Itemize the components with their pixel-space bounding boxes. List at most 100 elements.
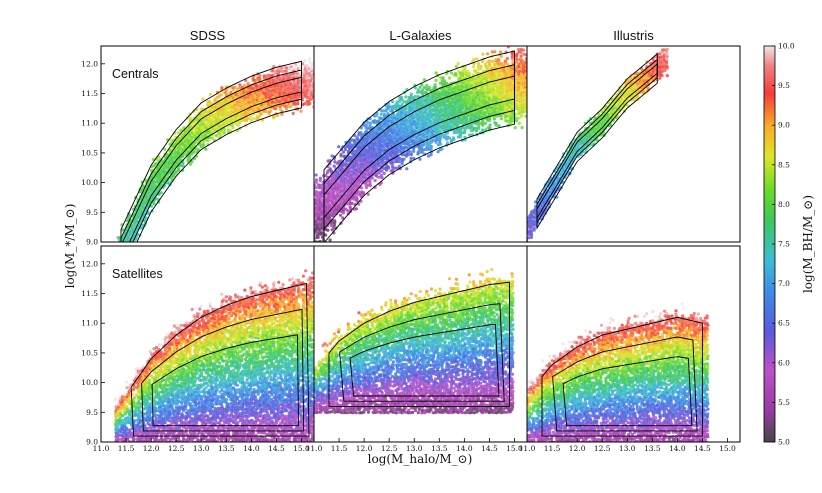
hexbin-cell [366, 140, 370, 144]
hexbin-cell [307, 57, 311, 61]
hexbin-cell [154, 416, 158, 420]
hexbin-cell [443, 112, 447, 116]
hexbin-cell [488, 105, 492, 109]
hexbin-cell [503, 69, 507, 74]
hexbin-cell [502, 64, 506, 68]
hexbin-cell [289, 81, 293, 85]
hexbin-cell [475, 129, 479, 133]
hexbin-cell [217, 93, 221, 97]
hexbin-cell [438, 117, 442, 121]
hexbin-cell [136, 383, 140, 387]
hexbin-cell [236, 123, 240, 127]
hexbin-cell [323, 185, 328, 189]
hexbin-cell [395, 138, 399, 142]
hexbin-cell [433, 85, 437, 89]
hexbin-cell [441, 76, 445, 80]
hexbin-cell [314, 218, 318, 223]
hexbin-cell [264, 91, 268, 95]
hexbin-cell [359, 131, 363, 135]
hexbin-cell [318, 200, 322, 204]
hexbin-cell [517, 64, 521, 69]
hexbin-cell [165, 152, 169, 156]
hexbin-cell [132, 436, 136, 440]
hexbin-cell [303, 80, 307, 84]
hexbin-cell [458, 93, 462, 97]
hexbin-cell [391, 150, 395, 154]
hexbin-cell [273, 86, 277, 90]
hexbin-cell [524, 60, 527, 64]
hexbin-cell [389, 143, 393, 147]
hexbin-cell [422, 148, 426, 152]
hexbin-cell [479, 67, 483, 71]
hexbin-cell [420, 83, 424, 87]
hexbin-cell [147, 404, 151, 409]
hexbin-cell [251, 109, 255, 113]
hexbin-cell [350, 174, 354, 178]
panel-centrals-sdss [116, 57, 314, 242]
hexbin-cell [422, 125, 426, 130]
hexbin-cell [420, 88, 424, 92]
hexbin-cell [226, 119, 230, 123]
hexbin-cell [150, 366, 154, 370]
hexbin-cell [391, 140, 396, 144]
hexbin-cell [134, 372, 138, 376]
hexbin-cell [350, 201, 354, 205]
hexbin-cell [399, 145, 404, 149]
hexbin-cell [465, 116, 469, 121]
hexbin-cell [610, 97, 615, 101]
hexbin-cell [179, 128, 183, 132]
hexbin-cell [366, 121, 370, 125]
hexbin-cell [185, 138, 189, 142]
hexbin-cell [481, 81, 485, 85]
hexbin-cell [155, 388, 159, 392]
hexbin-cell [206, 103, 210, 107]
hexbin-cell [628, 91, 632, 95]
hexbin-cell [665, 54, 669, 59]
hexbin-cell [341, 164, 345, 168]
hexbin-cell [476, 64, 480, 69]
hexbin-cell [182, 126, 186, 130]
hexbin-cell [152, 347, 156, 351]
hexbin-cell [400, 102, 404, 106]
hexbin-cell [522, 110, 526, 114]
hexbin-cell [332, 190, 336, 194]
hexbin-cell [294, 74, 298, 78]
hexbin-cell [305, 76, 309, 80]
hexbin-cell [529, 229, 534, 233]
hexbin-cell [143, 394, 147, 399]
hexbin-cell [503, 106, 508, 111]
hexbin-cell [386, 165, 390, 169]
hexbin-cell [332, 200, 336, 204]
hexbin-cell [145, 410, 150, 414]
hexbin-cell [431, 126, 435, 130]
hexbin-cell [488, 118, 492, 123]
hexbin-cell [368, 181, 372, 185]
hexbin-cell [483, 110, 488, 114]
hexbin-cell [136, 388, 140, 392]
hexbin-cell [520, 86, 524, 90]
hexbin-cell [387, 140, 391, 144]
hexbin-cell [147, 190, 151, 194]
hexbin-cell [192, 131, 197, 135]
hexbin-cell [442, 123, 446, 127]
hexbin-cell [511, 60, 515, 64]
hexbin-cell [244, 98, 248, 102]
hexbin-cell [141, 438, 145, 442]
hexbin-cell [635, 90, 639, 94]
hexbin-cell [427, 128, 431, 132]
hexbin-cell [172, 174, 176, 178]
hexbin-cell [436, 126, 440, 130]
hexbin-cell [413, 94, 417, 99]
hexbin-cell [328, 214, 332, 218]
hexbin-cell [505, 62, 509, 66]
hexbin-cell [314, 200, 318, 204]
hexbin-cell [465, 78, 470, 82]
hexbin-cell [517, 103, 521, 107]
hexbin-cell [147, 381, 151, 385]
hexbin-cell [465, 119, 469, 123]
hexbin-cell [646, 67, 650, 71]
hexbin-cell [517, 88, 521, 92]
hexbin-cell [506, 46, 510, 49]
hexbin-cell [504, 114, 508, 118]
hexbin-cell [499, 105, 503, 109]
